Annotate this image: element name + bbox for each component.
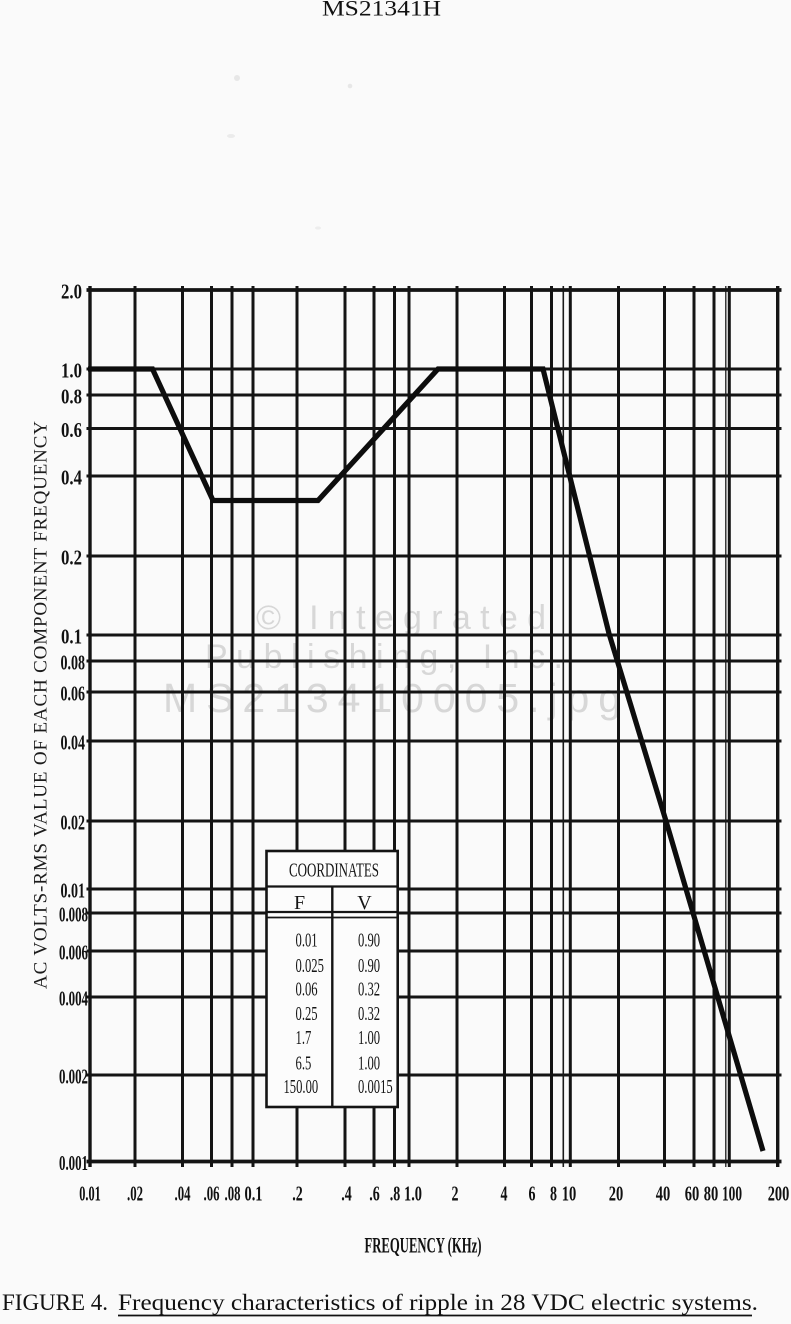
svg-text:0.002: 0.002 — [59, 1065, 88, 1089]
svg-text:1.00: 1.00 — [358, 1054, 380, 1075]
svg-text:0.04: 0.04 — [61, 731, 86, 755]
svg-text:COORDINATES: COORDINATES — [289, 861, 379, 882]
svg-text:0.4: 0.4 — [61, 466, 82, 490]
svg-text:0.32: 0.32 — [358, 979, 380, 1000]
svg-text:0.08: 0.08 — [61, 651, 86, 675]
svg-text:MS21341H: MS21341H — [322, 0, 441, 21]
svg-text:.08: .08 — [225, 1182, 241, 1206]
svg-text:.02: .02 — [127, 1182, 143, 1206]
svg-text:.6: .6 — [369, 1182, 380, 1206]
svg-text:0.6: 0.6 — [61, 418, 82, 442]
svg-text:.06: .06 — [204, 1182, 220, 1206]
svg-text:0.006: 0.006 — [59, 941, 88, 965]
svg-text:0.90: 0.90 — [358, 930, 380, 951]
svg-text:0.01: 0.01 — [79, 1182, 101, 1206]
svg-text:8: 8 — [550, 1182, 557, 1206]
svg-text:0.008: 0.008 — [59, 903, 88, 927]
svg-text:© Integrated: © Integrated — [256, 599, 546, 637]
svg-text:0.0015: 0.0015 — [358, 1077, 393, 1098]
svg-text:.2: .2 — [292, 1182, 303, 1206]
svg-text:0.025: 0.025 — [296, 956, 324, 977]
svg-text:2: 2 — [452, 1182, 459, 1206]
svg-text:0.8: 0.8 — [61, 385, 82, 409]
svg-text:2.0: 2.0 — [61, 280, 82, 304]
svg-text:0.01: 0.01 — [296, 930, 318, 951]
svg-text:0.01: 0.01 — [61, 879, 86, 903]
svg-text:AC VOLTS-RMS VALUE OF EACH COM: AC VOLTS-RMS VALUE OF EACH COMPONENT FRE… — [31, 421, 52, 989]
svg-text:1.0: 1.0 — [61, 359, 82, 383]
svg-text:Frequency characteristics of r: Frequency characteristics of ripple in 2… — [118, 1290, 758, 1315]
svg-text:200: 200 — [768, 1182, 790, 1206]
svg-text:0.2: 0.2 — [61, 546, 82, 570]
svg-text:F: F — [294, 892, 305, 914]
svg-text:V: V — [357, 892, 372, 914]
svg-text:0.90: 0.90 — [358, 956, 380, 977]
svg-text:0.004: 0.004 — [59, 987, 88, 1011]
svg-text:80: 80 — [704, 1182, 719, 1206]
svg-text:0.1: 0.1 — [61, 625, 82, 649]
svg-text:0.1: 0.1 — [245, 1182, 263, 1206]
svg-text:1.00: 1.00 — [358, 1028, 380, 1049]
svg-text:FIGURE 4.: FIGURE 4. — [2, 1290, 108, 1315]
svg-text:6.5: 6.5 — [296, 1054, 312, 1075]
svg-text:10: 10 — [562, 1182, 577, 1206]
svg-text:0.06: 0.06 — [61, 682, 86, 706]
svg-text:60: 60 — [685, 1182, 700, 1206]
svg-text:0.02: 0.02 — [61, 811, 86, 835]
svg-text:0.25: 0.25 — [296, 1004, 318, 1025]
svg-text:.4: .4 — [341, 1182, 352, 1206]
svg-text:4: 4 — [501, 1182, 508, 1206]
svg-text:.04: .04 — [175, 1182, 191, 1206]
svg-text:FREQUENCY (KHz): FREQUENCY (KHz) — [365, 1233, 482, 1258]
svg-text:150.00: 150.00 — [284, 1077, 319, 1098]
svg-text:1.0: 1.0 — [404, 1182, 422, 1206]
svg-text:Publishing, Inc.: Publishing, Inc. — [205, 638, 563, 676]
svg-text:.8: .8 — [390, 1182, 401, 1206]
svg-text:0.32: 0.32 — [358, 1004, 380, 1025]
svg-text:40: 40 — [656, 1182, 671, 1206]
svg-text:1.7: 1.7 — [296, 1028, 312, 1049]
svg-text:0.001: 0.001 — [59, 1151, 88, 1175]
svg-text:20: 20 — [609, 1182, 624, 1206]
svg-text:6: 6 — [529, 1182, 536, 1206]
svg-text:100: 100 — [722, 1182, 742, 1206]
svg-text:0.06: 0.06 — [296, 979, 318, 1000]
